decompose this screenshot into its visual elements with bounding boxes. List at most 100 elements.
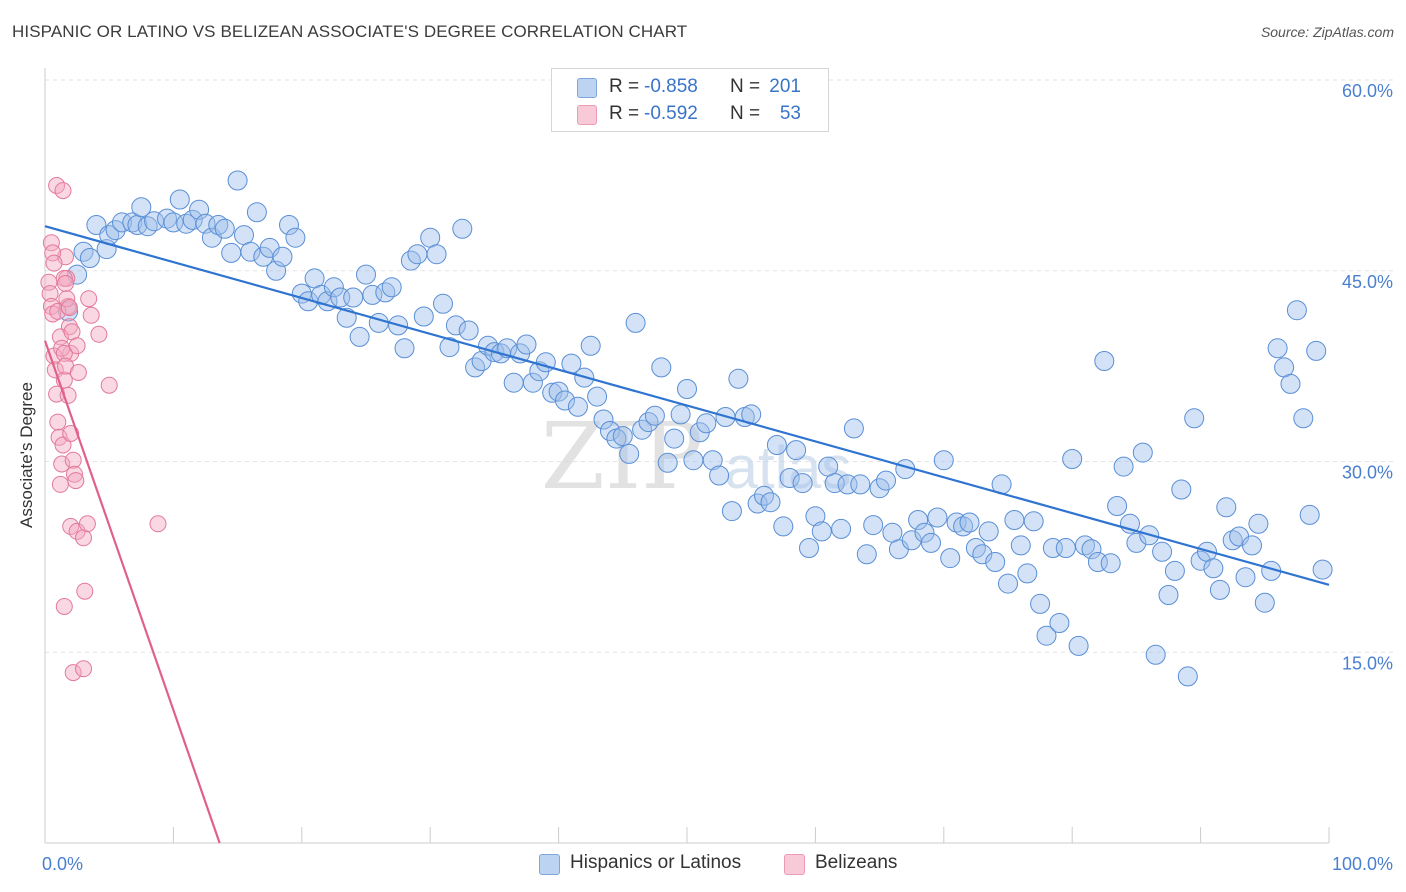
hispanics-point — [901, 530, 922, 551]
hispanics-point — [368, 312, 389, 333]
hispanics-point — [1094, 351, 1115, 371]
hispanics-point — [567, 396, 588, 417]
legend-n-label: N = — [730, 76, 761, 97]
hispanics-point — [413, 306, 434, 327]
hispanics-point — [1062, 449, 1083, 469]
legend-r-label: R = — [609, 103, 640, 124]
hispanics-point — [182, 209, 203, 230]
belizeans-point — [64, 451, 82, 469]
hispanics-point — [1075, 535, 1095, 556]
hispanics-point — [1023, 511, 1044, 532]
hispanics-point — [1267, 338, 1288, 359]
hispanics-point — [157, 208, 177, 229]
hispanics-point — [747, 493, 768, 514]
hispanics-point — [1177, 666, 1198, 687]
hispanics-point — [824, 473, 845, 494]
hispanics-point — [522, 372, 543, 393]
belizeans-point — [100, 376, 118, 394]
belizeans-point — [90, 325, 108, 343]
hispanics-point — [112, 212, 132, 233]
tick-labels: 15.0% 30.0% 45.0% 60.0% 0.0% 100.0% — [42, 81, 1393, 874]
hispanics-point — [1203, 558, 1224, 579]
hispanics-point — [953, 516, 974, 537]
hispanics-point — [503, 372, 524, 393]
hispanics-point — [1184, 408, 1205, 429]
hispanics-point — [677, 379, 697, 399]
hispanics-point — [1100, 553, 1121, 574]
belizeans-point — [41, 285, 59, 303]
hispanics-point — [323, 277, 344, 298]
hispanics-point — [799, 538, 819, 558]
legend-row-hispanics: R = -0.858 N = 201 — [552, 74, 828, 100]
grid-lines — [45, 79, 1393, 653]
hispanics-point — [811, 521, 832, 542]
y-tick-label: 30.0% — [1342, 463, 1393, 483]
hispanics-point — [1158, 585, 1179, 605]
hispanics-point — [1132, 442, 1153, 463]
hispanics-point — [221, 242, 242, 263]
belizeans-point — [59, 386, 77, 404]
hispanics-point — [214, 218, 235, 239]
hispanics-point — [625, 312, 646, 333]
legend-r-label: R = — [609, 76, 640, 97]
hispanics-point — [1248, 513, 1269, 534]
belizeans-point — [75, 529, 92, 547]
legend-n-label: N = — [730, 103, 761, 124]
hispanics-point — [336, 307, 357, 328]
hispanics-point — [1222, 530, 1243, 551]
series-belizeans-points — [40, 177, 167, 682]
hispanics-point — [959, 512, 980, 533]
belizeans-trend-line — [43, 340, 221, 844]
hispanics-point — [1171, 479, 1192, 500]
hispanics-point — [362, 284, 383, 305]
belizeans-point — [44, 305, 62, 323]
hispanics-point — [272, 246, 293, 267]
belizeans-point — [69, 364, 87, 381]
hispanics-point — [285, 227, 306, 248]
hispanics-point — [122, 212, 143, 233]
hispanics-point — [760, 492, 781, 513]
hispanics-point — [555, 390, 575, 411]
hispanics-point — [1280, 373, 1301, 394]
hispanics-point — [343, 287, 364, 308]
y-tick-label: 15.0% — [1342, 653, 1393, 673]
belizeans-point — [76, 582, 94, 600]
hispanics-trend-line — [44, 225, 1330, 586]
hispanics-point — [1107, 496, 1128, 516]
belizeans-point — [82, 306, 100, 324]
hispanics-point — [439, 337, 460, 358]
hispanics-point — [972, 544, 993, 565]
hispanics-point — [978, 521, 999, 542]
hispanics-point — [407, 244, 428, 265]
belizeans-point — [55, 344, 73, 362]
hispanics-point — [933, 450, 954, 471]
hispanics-point — [657, 452, 678, 473]
hispanics-point — [105, 220, 126, 241]
belizeans-point — [66, 465, 83, 483]
hispanics-point — [1055, 538, 1076, 558]
belizeans-point — [67, 472, 85, 490]
hispanics-point — [394, 338, 415, 359]
hispanics-point — [766, 435, 787, 455]
hispanics-point — [1152, 541, 1173, 562]
belizeans-point — [49, 413, 67, 431]
x-tick-label: 0.0% — [42, 854, 83, 874]
legend-swatch-hispanics — [577, 78, 597, 98]
hispanics-point — [1030, 593, 1051, 614]
belizeans-point — [68, 337, 86, 355]
axes — [44, 68, 1330, 844]
legend-n-value: 53 — [779, 103, 801, 124]
legend-r-value: -0.592 — [644, 103, 698, 124]
legend-swatch-belizeans — [577, 105, 597, 125]
hispanics-point — [921, 532, 941, 553]
hispanics-point — [1087, 552, 1108, 572]
hispanics-point — [721, 501, 742, 522]
hispanics-point — [1312, 559, 1333, 580]
hispanics-point — [1293, 408, 1314, 429]
belizeans-point — [75, 660, 92, 678]
hispanics-point — [1299, 504, 1320, 525]
hispanics-point — [773, 516, 794, 537]
hispanics-point — [587, 386, 608, 407]
belizeans-point — [60, 299, 78, 317]
hispanics-point — [863, 515, 884, 536]
